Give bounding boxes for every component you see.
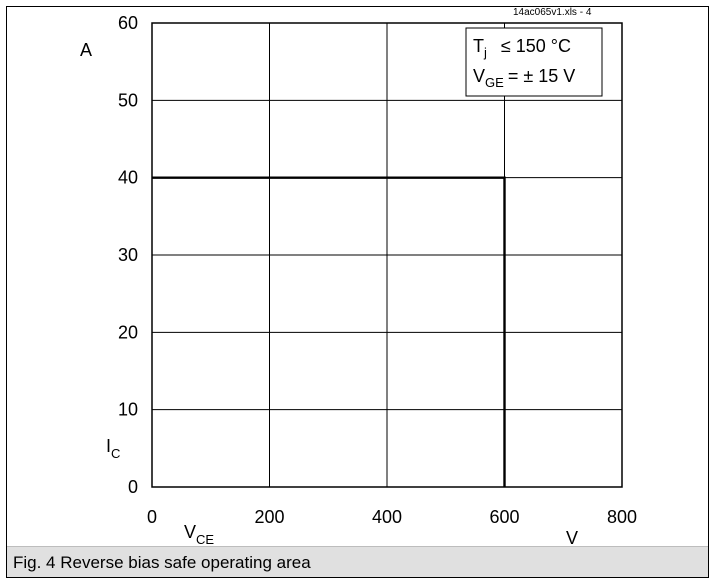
x-unit-label: V (566, 528, 578, 548)
x-tick-label-200: 200 (254, 507, 284, 527)
x-tick-labels: 0 200 400 600 800 (147, 507, 637, 527)
y-tick-label-20: 20 (118, 322, 138, 342)
x-tick-label-800: 800 (607, 507, 637, 527)
condition-vge: VGE = ± 15 V (473, 66, 575, 90)
y-tick-label-40: 40 (118, 168, 138, 188)
figure-frame (6, 6, 709, 578)
y-tick-label-10: 10 (118, 400, 138, 420)
x-tick-label-600: 600 (489, 507, 519, 527)
y-tick-label-0: 0 (128, 477, 138, 497)
y-tick-labels: 0 10 20 30 40 50 60 (118, 13, 138, 497)
file-label: 14ac065v1.xls - 4 (513, 7, 592, 18)
y-tick-label-30: 30 (118, 245, 138, 265)
y-axis-label: IC (106, 436, 120, 461)
x-axis-label: VCE (184, 522, 214, 547)
plot-border (151, 22, 623, 488)
y-tick-label-50: 50 (118, 90, 138, 110)
conditions-box (465, 27, 603, 97)
soa-boundary-line (152, 176, 506, 487)
x-tick-label-400: 400 (372, 507, 402, 527)
y-unit-label: A (80, 40, 92, 60)
y-tick-label-60: 60 (118, 13, 138, 33)
figure-caption: Fig. 4 Reverse bias safe operating area (7, 546, 708, 577)
caption-text: Fig. 4 Reverse bias safe operating area (13, 553, 311, 572)
condition-tj: Tj ≤ 150 °C (473, 36, 571, 60)
x-tick-label-0: 0 (147, 507, 157, 527)
grid-lines (151, 22, 623, 488)
series-layer (152, 176, 506, 487)
